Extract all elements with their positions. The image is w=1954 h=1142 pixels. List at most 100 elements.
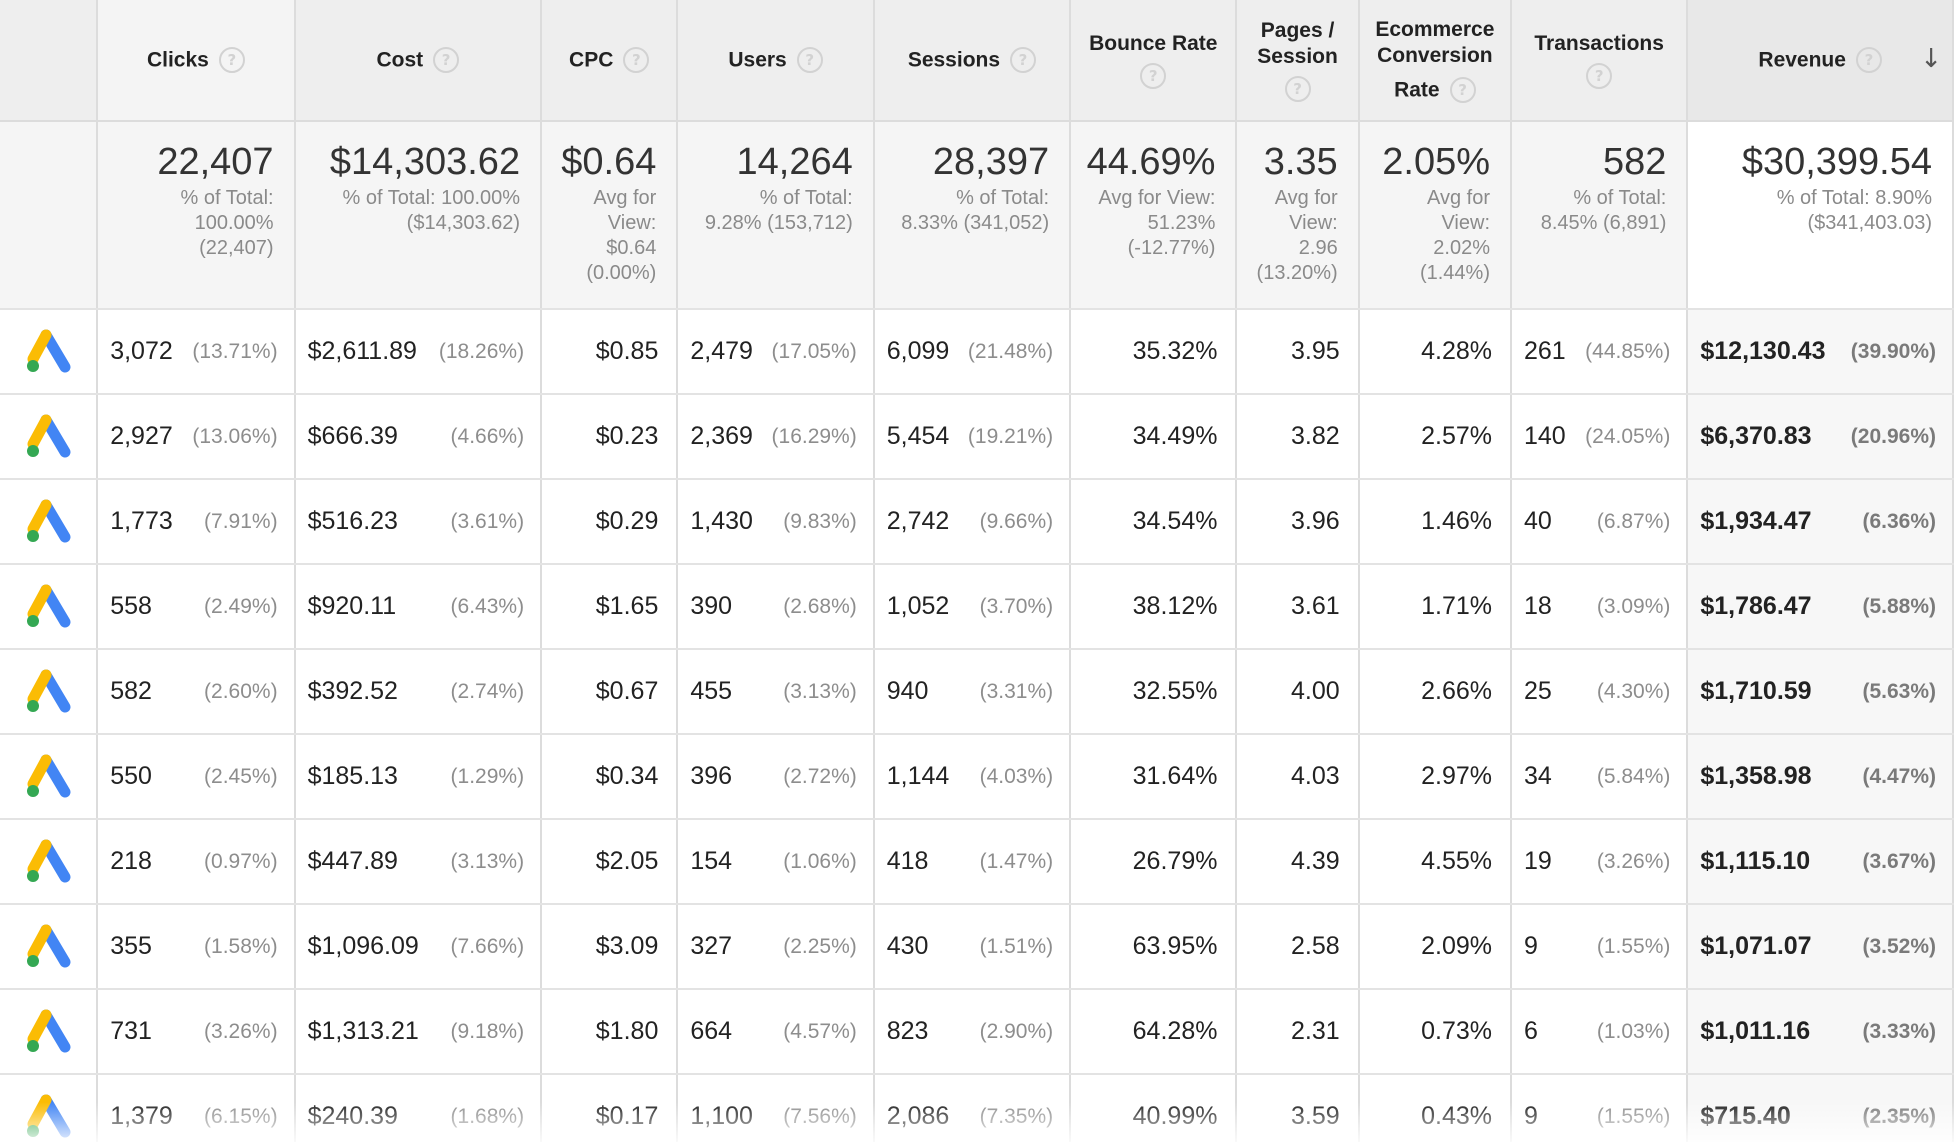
clicks-cell: 2,927 (13.06%) [98,422,293,451]
table-row[interactable]: 218 (0.97%) $447.89 (3.13%) $2.05 154 (1.06%) 4… [0,819,1954,905]
cost-cell: $392.52 (2.74%) [296,677,541,706]
cost: $240.39 (1.68%) [294,1074,543,1142]
table-row[interactable]: 550 (2.45%) $185.13 (1.29%) $0.34 396 (2.72%) 1… [0,734,1954,820]
table-row[interactable]: 558 (2.49%) $920.11 (6.43%) $1.65 390 (2.68%) 1… [0,564,1954,650]
bounce-rate: 35.32% [1070,309,1238,395]
pages-per-session: 4.39 [1236,819,1360,905]
transactions-percent: (44.85%) [1585,339,1671,363]
table-row[interactable]: 731 (3.26%) $1,313.21 (9.18%) $1.80 664 (4.57%… [0,989,1954,1075]
sessions-cell: 5,454 (19.21%) [875,422,1069,451]
transactions: 140 (24.05%) [1511,394,1689,480]
bounce-rate: 31.64% [1070,734,1238,820]
table-row[interactable]: 2,927 (13.06%) $666.39 (4.66%) $0.23 2,369 (16… [0,394,1954,480]
header-pages-per-session[interactable]: Pages / Session? [1236,0,1360,122]
help-icon[interactable]: ? [433,47,460,74]
conversion-rate: 1.46% [1358,479,1513,565]
cost-percent: (4.66%) [450,424,525,448]
header-sessions[interactable]: Sessions? [873,0,1072,122]
sessions: 6,099 (21.48%) [873,309,1072,395]
revenue: $1,011.16 (3.33%) [1687,989,1954,1075]
summary-sub: Avg for View: 2.02% (1.44%) [1419,187,1490,284]
help-icon[interactable]: ? [218,47,245,74]
conversion-rate: 4.55% [1358,819,1513,905]
header-ecommerce-conversion-rate[interactable]: Ecommerce Conversion Rate? [1358,0,1513,122]
header-cost[interactable]: Cost? [294,0,543,122]
header-transactions[interactable]: Transactions? [1511,0,1689,122]
header-label: Clicks [146,48,209,72]
conversion-cell: 2.09% [1360,932,1510,961]
help-icon[interactable]: ? [1449,77,1476,104]
table-row[interactable]: 3,072 (13.71%) $2,611.89 (18.26%) $0.85 2,479… [0,309,1954,395]
bounce-rate-cell: 38.12% [1071,592,1235,621]
transactions-percent: (3.26%) [1596,849,1671,873]
transactions: 40 (6.87%) [1511,479,1689,565]
pages-per-session: 2.31 [1236,989,1360,1075]
sessions-value: 940 [886,677,929,705]
header-bounce-rate[interactable]: Bounce Rate? [1070,0,1238,122]
clicks-value: 1,379 [110,1102,173,1130]
cpc-cell: $0.29 [542,507,676,536]
cost-value: $447.89 [307,847,398,875]
sessions-value: 6,099 [886,337,950,365]
cost-percent: (2.74%) [450,679,525,703]
transactions: 9 (1.55%) [1511,1074,1689,1142]
cost: $447.89 (3.13%) [294,819,543,905]
arrow-down-icon[interactable]: ↓ [1920,44,1942,74]
header-revenue[interactable]: Revenue? ↓ [1687,0,1954,122]
header-label-line3: Rate [1394,78,1440,102]
help-icon[interactable]: ? [1140,63,1167,89]
sessions-value: 823 [886,1017,929,1045]
cost: $1,096.09 (7.66%) [294,904,543,990]
bounce-rate-value: 40.99% [1132,1102,1218,1130]
transactions-value: 9 [1524,932,1538,960]
help-icon[interactable]: ? [796,47,823,74]
table-row[interactable]: 582 (2.60%) $392.52 (2.74%) $0.67 455 (3.13%) 9… [0,649,1954,735]
cost-value: $516.23 [307,507,398,535]
users-cell: 664 (4.57%) [678,1017,872,1046]
clicks: 2,927 (13.06%) [97,394,296,480]
google-ads-icon [27,329,71,372]
help-icon[interactable]: ? [1855,47,1882,74]
cpc-cell: $1.80 [542,1017,676,1046]
help-icon[interactable]: ? [1586,63,1613,89]
clicks: 218 (0.97%) [97,819,296,905]
bounce-rate-cell: 40.99% [1071,1102,1235,1131]
cpc: $0.17 [541,1074,679,1142]
transactions-cell: 140 (24.05%) [1512,422,1686,451]
header-cpc[interactable]: CPC? [541,0,679,122]
help-icon[interactable]: ? [1010,47,1037,74]
row-icon-cell [0,564,99,650]
sessions-cell: 1,144 (4.03%) [875,762,1069,791]
pages-value: 2.58 [1291,932,1340,960]
header-clicks[interactable]: Clicks? [97,0,296,122]
transactions-percent: (3.09%) [1596,594,1671,618]
conversion-cell: 0.73% [1360,1017,1510,1046]
revenue-value: $1,115.10 [1700,847,1811,875]
clicks: 731 (3.26%) [97,989,296,1075]
cpc-value: $2.05 [595,847,659,875]
help-icon[interactable]: ? [623,47,650,74]
table-row[interactable]: 355 (1.58%) $1,096.09 (7.66%) $3.09 327 (2.25%… [0,904,1954,990]
header-label-line1: Ecommerce [1375,17,1495,41]
bounce-rate: 63.95% [1070,904,1238,990]
cost: $185.13 (1.29%) [294,734,543,820]
transactions-cell: 34 (5.84%) [1512,762,1686,791]
bounce-rate-value: 38.12% [1132,592,1218,620]
header-users[interactable]: Users? [677,0,875,122]
cost-cell: $516.23 (3.61%) [296,507,541,536]
pages-per-session: 3.61 [1236,564,1360,650]
cost-value: $240.39 [307,1102,398,1130]
row-icon-cell [0,479,99,565]
table-row[interactable]: 1,379 (6.15%) $240.39 (1.68%) $0.17 1,100 (7.5… [0,1074,1954,1142]
clicks-cell: 550 (2.45%) [98,762,293,791]
summary-sub: Avg for View: $0.64 (0.00%) [586,187,657,284]
users: 455 (3.13%) [677,649,875,735]
users-percent: (17.05%) [771,339,857,363]
transactions-cell: 9 (1.55%) [1512,1102,1686,1131]
pages-per-session: 3.96 [1236,479,1360,565]
table-row[interactable]: 1,773 (7.91%) $516.23 (3.61%) $0.29 1,430 (9.8… [0,479,1954,565]
cost-value: $920.11 [307,592,397,620]
help-icon[interactable]: ? [1284,76,1311,102]
transactions-percent: (1.55%) [1596,934,1671,958]
summary-revenue: $30,399.54% of Total: 8.90% ($341,403.03) [1687,121,1954,310]
